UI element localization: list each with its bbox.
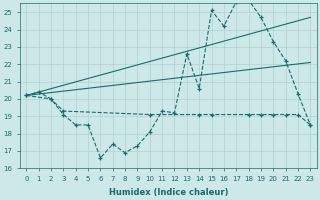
X-axis label: Humidex (Indice chaleur): Humidex (Indice chaleur) [108,188,228,197]
